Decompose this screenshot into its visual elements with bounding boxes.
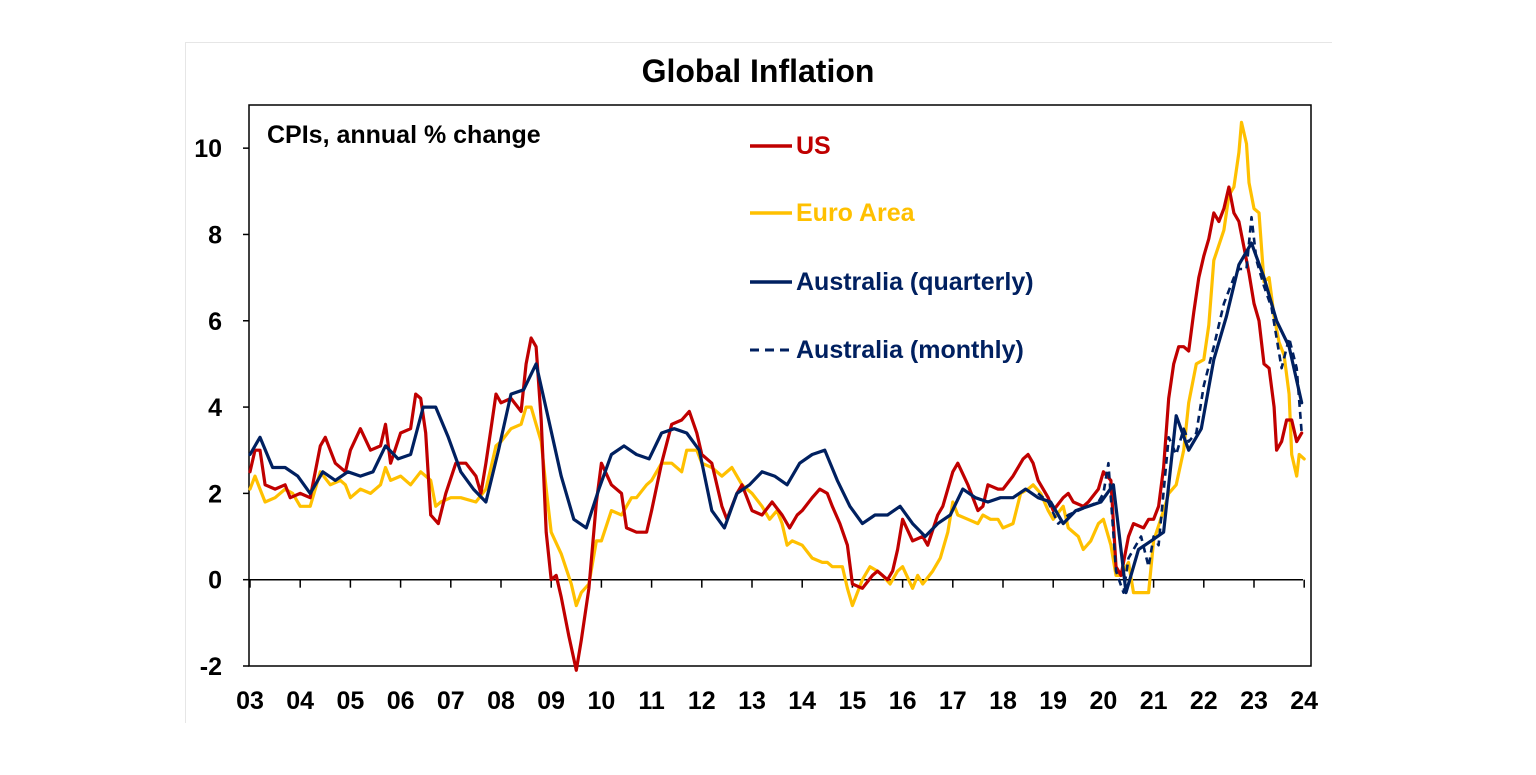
- plot-area: [248, 104, 1312, 667]
- x-tick-label: 19: [1039, 687, 1067, 715]
- x-tick-label: 10: [587, 687, 615, 715]
- y-tick-label: 6: [208, 308, 222, 336]
- x-tick-label: 21: [1140, 687, 1168, 715]
- x-tick-label: 24: [1290, 687, 1318, 715]
- x-tick-label: 12: [688, 687, 716, 715]
- x-tick-label: 23: [1240, 687, 1268, 715]
- x-tick-label: 05: [336, 687, 364, 715]
- x-tick-label: 06: [387, 687, 415, 715]
- y-tick-label: 4: [208, 394, 222, 422]
- y-tick-label: 0: [208, 567, 222, 595]
- x-axis: 03 04 05 06 07 08 09 10 11 12 13 14 15 16 17 18 19 20 21 22…: [236, 578, 1318, 715]
- y-tick-label: 2: [208, 480, 222, 508]
- x-tick-label: 17: [939, 687, 967, 715]
- x-tick-label: 07: [437, 687, 465, 715]
- x-tick-label: 04: [286, 687, 314, 715]
- chart-frame: [185, 42, 1332, 723]
- x-tick-label: 09: [537, 687, 565, 715]
- series-line-us: [248, 185, 1304, 672]
- legend-label-us: US: [796, 132, 831, 160]
- x-tick-label: 08: [487, 687, 515, 715]
- x-tick-label: 22: [1190, 687, 1218, 715]
- series-line-australia-monthly: [1037, 215, 1303, 594]
- x-tick-label: 18: [989, 687, 1017, 715]
- legend-label-australia-quarterly: Australia (quarterly): [796, 268, 1034, 296]
- chart-subtitle: CPIs, annual % change: [267, 121, 541, 149]
- series-line-australia-quarterly: [248, 241, 1304, 595]
- legend-label-australia-monthly: Australia (monthly): [796, 336, 1024, 364]
- series-layer: [248, 120, 1306, 672]
- legend-label-euro-area: Euro Area: [796, 199, 916, 227]
- x-tick-label: 16: [889, 687, 917, 715]
- y-tick-label: -2: [200, 653, 222, 681]
- x-tick-label: 13: [738, 687, 766, 715]
- y-axis: -2 0 2 4 6 8 10: [194, 135, 249, 681]
- y-tick-label: 10: [194, 135, 222, 163]
- x-tick-label: 15: [838, 687, 866, 715]
- y-tick-label: 8: [208, 221, 222, 249]
- x-tick-label: 11: [638, 687, 665, 715]
- chart-title: Global Inflation: [642, 53, 875, 89]
- legend: US Euro Area Australia (quarterly) Austr…: [750, 132, 1034, 364]
- series-line-euro-area: [248, 120, 1306, 608]
- x-tick-label: 03: [236, 687, 264, 715]
- x-tick-label: 20: [1089, 687, 1117, 715]
- x-tick-label: 14: [788, 687, 816, 715]
